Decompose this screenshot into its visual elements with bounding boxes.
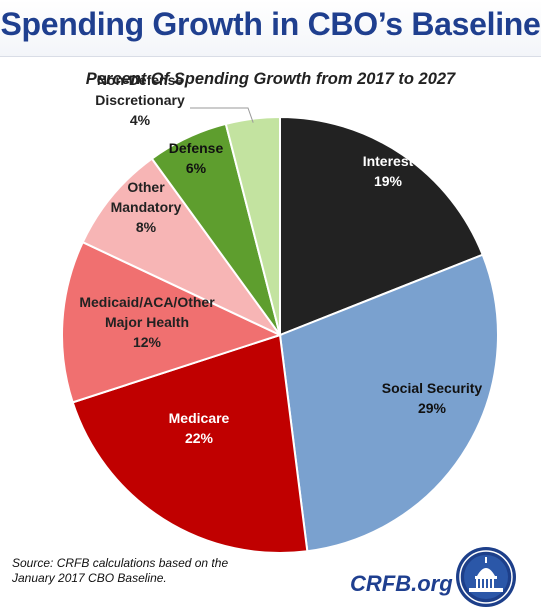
slice-value-1: 29% bbox=[418, 400, 447, 416]
pie-slice-6 bbox=[224, 115, 281, 336]
slice-label-4: Other Mandatory 8% bbox=[111, 179, 182, 235]
pie-slice-1 bbox=[278, 253, 499, 553]
slice-label-5: Defense 6% bbox=[169, 140, 224, 176]
slice-name-6-1: Discretionary bbox=[95, 92, 185, 108]
pie-slice-3 bbox=[61, 240, 283, 404]
source-line-1: Source: CRFB calculations based on the bbox=[12, 556, 229, 570]
slice-value-0: 19% bbox=[374, 173, 403, 189]
slice-name-3-0: Medicaid/ACA/Other bbox=[79, 294, 215, 310]
slice-value-3: 12% bbox=[133, 334, 162, 350]
slice-label-0: Interest 19% bbox=[363, 153, 414, 189]
slice-label-3: Medicaid/ACA/Other Major Health 12% bbox=[79, 294, 215, 350]
pie-slice-4 bbox=[81, 157, 281, 336]
slice-name-6-0: Non-Defense bbox=[97, 72, 184, 88]
capitol-dome-seal-icon bbox=[456, 547, 516, 607]
slice-label-6: Non-Defense Discretionary 4% bbox=[95, 72, 185, 128]
slice-value-2: 22% bbox=[185, 430, 214, 446]
slice-name-3-1: Major Health bbox=[105, 314, 189, 330]
slice-label-2: Medicare 22% bbox=[169, 410, 230, 446]
source-note: Source: CRFB calculations based on the J… bbox=[12, 556, 282, 586]
page-title: Spending Growth in CBO’s Baseline bbox=[0, 6, 541, 42]
brand-link[interactable]: CRFB.org bbox=[350, 571, 453, 596]
slice-value-4: 8% bbox=[136, 219, 157, 235]
chart-subtitle: Percent Of Spending Growth from 2017 to … bbox=[85, 70, 456, 88]
slice-value-5: 6% bbox=[186, 160, 207, 176]
slice-name-0-0: Interest bbox=[363, 153, 414, 169]
slice-name-4-1: Mandatory bbox=[111, 199, 182, 215]
slice-name-2-0: Medicare bbox=[169, 410, 230, 426]
leader-line bbox=[190, 107, 254, 123]
pie-slice-2 bbox=[71, 333, 309, 554]
slice-label-1: Social Security 29% bbox=[382, 380, 483, 416]
pie-labels: Interest 19% Social Security 29% Medicare 22%… bbox=[79, 72, 482, 446]
title-bar: Spending Growth in CBO’s Baseline bbox=[0, 0, 541, 57]
pie-slice-0 bbox=[279, 115, 484, 337]
slice-name-5-0: Defense bbox=[169, 140, 224, 156]
pie-slices bbox=[61, 115, 499, 554]
slice-name-1-0: Social Security bbox=[382, 380, 483, 396]
source-line-2: January 2017 CBO Baseline. bbox=[12, 571, 167, 585]
slice-name-4-0: Other bbox=[127, 179, 165, 195]
slice-value-6: 4% bbox=[130, 112, 151, 128]
